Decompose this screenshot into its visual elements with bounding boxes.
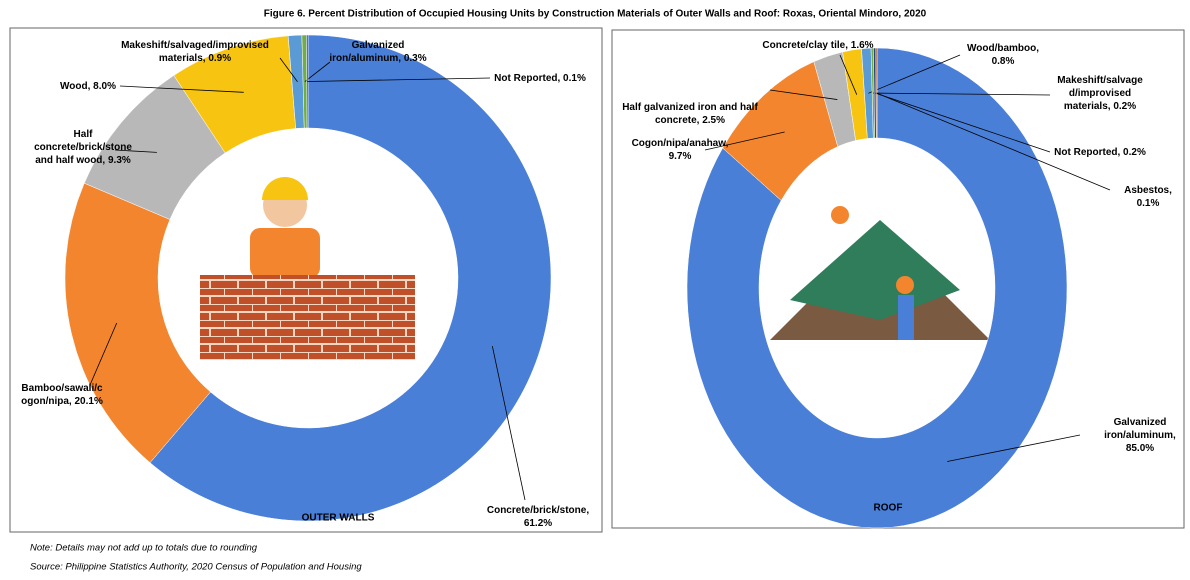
data-label-line: Not Reported, 0.1% — [494, 73, 586, 84]
data-label: Bamboo/sawali/c ogon/nipa, 20.1% — [21, 383, 103, 407]
data-label: Galvanized iron/aluminum, 85.0% — [1104, 417, 1176, 454]
data-label-line: Asbestos, — [1124, 185, 1172, 196]
data-label-line: 9.7% — [669, 151, 692, 162]
data-label: Asbestos, 0.1% — [1124, 185, 1172, 209]
roof-illustration — [770, 206, 990, 340]
data-label-line: Concrete/clay tile, 1.6% — [762, 40, 873, 51]
data-label-line: iron/aluminum, 0.3% — [329, 53, 426, 64]
data-label: Not Reported, 0.2% — [1054, 147, 1146, 158]
data-label-line: concrete, 2.5% — [655, 115, 725, 126]
leader-line — [491, 345, 526, 501]
slice — [686, 47, 1068, 529]
data-label: Wood/bamboo, 0.8% — [967, 43, 1039, 67]
slice — [149, 34, 552, 522]
data-label: Half concrete/brick/stone and half wood, 9… — [34, 129, 132, 166]
leader-line — [114, 149, 157, 153]
data-label-line: Not Reported, 0.2% — [1054, 147, 1146, 158]
figure-title: Figure 6. Percent Distribution of Occupi… — [264, 9, 927, 20]
data-label: Not Reported, 0.1% — [494, 73, 586, 84]
data-label: Concrete/brick/stone, 61.2% — [487, 505, 589, 529]
data-label: Galvanized iron/aluminum, 0.3% — [329, 40, 426, 64]
data-label-line: Bamboo/sawali/c — [21, 383, 103, 394]
data-label-line: 0.8% — [992, 56, 1015, 67]
data-label: Half galvanized iron and half concrete, 2… — [622, 102, 758, 126]
data-label-line: 61.2% — [524, 518, 552, 529]
data-label-line: concrete/brick/stone — [34, 142, 132, 153]
slice — [306, 34, 309, 129]
data-label-line: d/improvised — [1069, 88, 1131, 99]
note: Note: Details may not add up to totals d… — [30, 543, 258, 554]
data-label: Wood, 8.0% — [60, 81, 116, 92]
source: Source: Philippine Statistics Authority,… — [30, 562, 362, 573]
data-label-line: materials, 0.9% — [159, 53, 231, 64]
leader-line — [876, 92, 1111, 191]
data-label-line: Galvanized — [352, 40, 405, 51]
data-label-line: Makeshift/salvaged/improvised — [121, 40, 269, 51]
data-label-line: 0.1% — [1137, 198, 1160, 209]
leader-line — [704, 131, 785, 151]
data-label-line: Wood/bamboo, — [967, 43, 1039, 54]
leader-line — [868, 54, 961, 94]
panel-walls — [9, 27, 603, 533]
leader-line — [769, 89, 838, 100]
panel-roof — [611, 29, 1185, 529]
wall-illustration — [200, 177, 415, 360]
data-label-line: Half galvanized iron and half — [622, 102, 758, 113]
data-label: Concrete/clay tile, 1.6% — [762, 40, 873, 51]
data-label-line: Half — [74, 129, 94, 140]
leader-line — [279, 57, 298, 83]
data-label-line: Wood, 8.0% — [60, 81, 116, 92]
data-label-line: materials, 0.2% — [1064, 101, 1136, 112]
leader-line — [839, 54, 858, 95]
leader-line — [874, 92, 1051, 153]
leader-line — [304, 61, 331, 82]
data-label-line: 85.0% — [1126, 443, 1154, 454]
data-label-line: Makeshift/salvage — [1057, 75, 1143, 86]
data-label-line: Cogon/nipa/anahaw, — [632, 138, 729, 149]
leader-line — [119, 85, 244, 93]
data-label-line: ogon/nipa, 20.1% — [21, 396, 103, 407]
data-label: Makeshift/salvage d/improvised materials, … — [1057, 75, 1143, 112]
data-label-line: and half wood, 9.3% — [35, 155, 131, 166]
data-label-line: iron/aluminum, — [1104, 430, 1176, 441]
data-label: Cogon/nipa/anahaw, 9.7% — [632, 138, 729, 162]
leader-line — [873, 92, 1051, 96]
data-label-line: Concrete/brick/stone, — [487, 505, 589, 516]
leader-line — [947, 434, 1081, 462]
data-label: Makeshift/salvaged/improvised materials, … — [121, 40, 269, 64]
data-label-line: Galvanized — [1114, 417, 1167, 428]
leader-line — [307, 77, 491, 82]
chart-title: ROOF — [874, 503, 903, 514]
slice — [64, 182, 211, 464]
leader-line — [89, 322, 118, 386]
slice — [875, 47, 878, 139]
chart-title: OUTER WALLS — [302, 513, 375, 524]
